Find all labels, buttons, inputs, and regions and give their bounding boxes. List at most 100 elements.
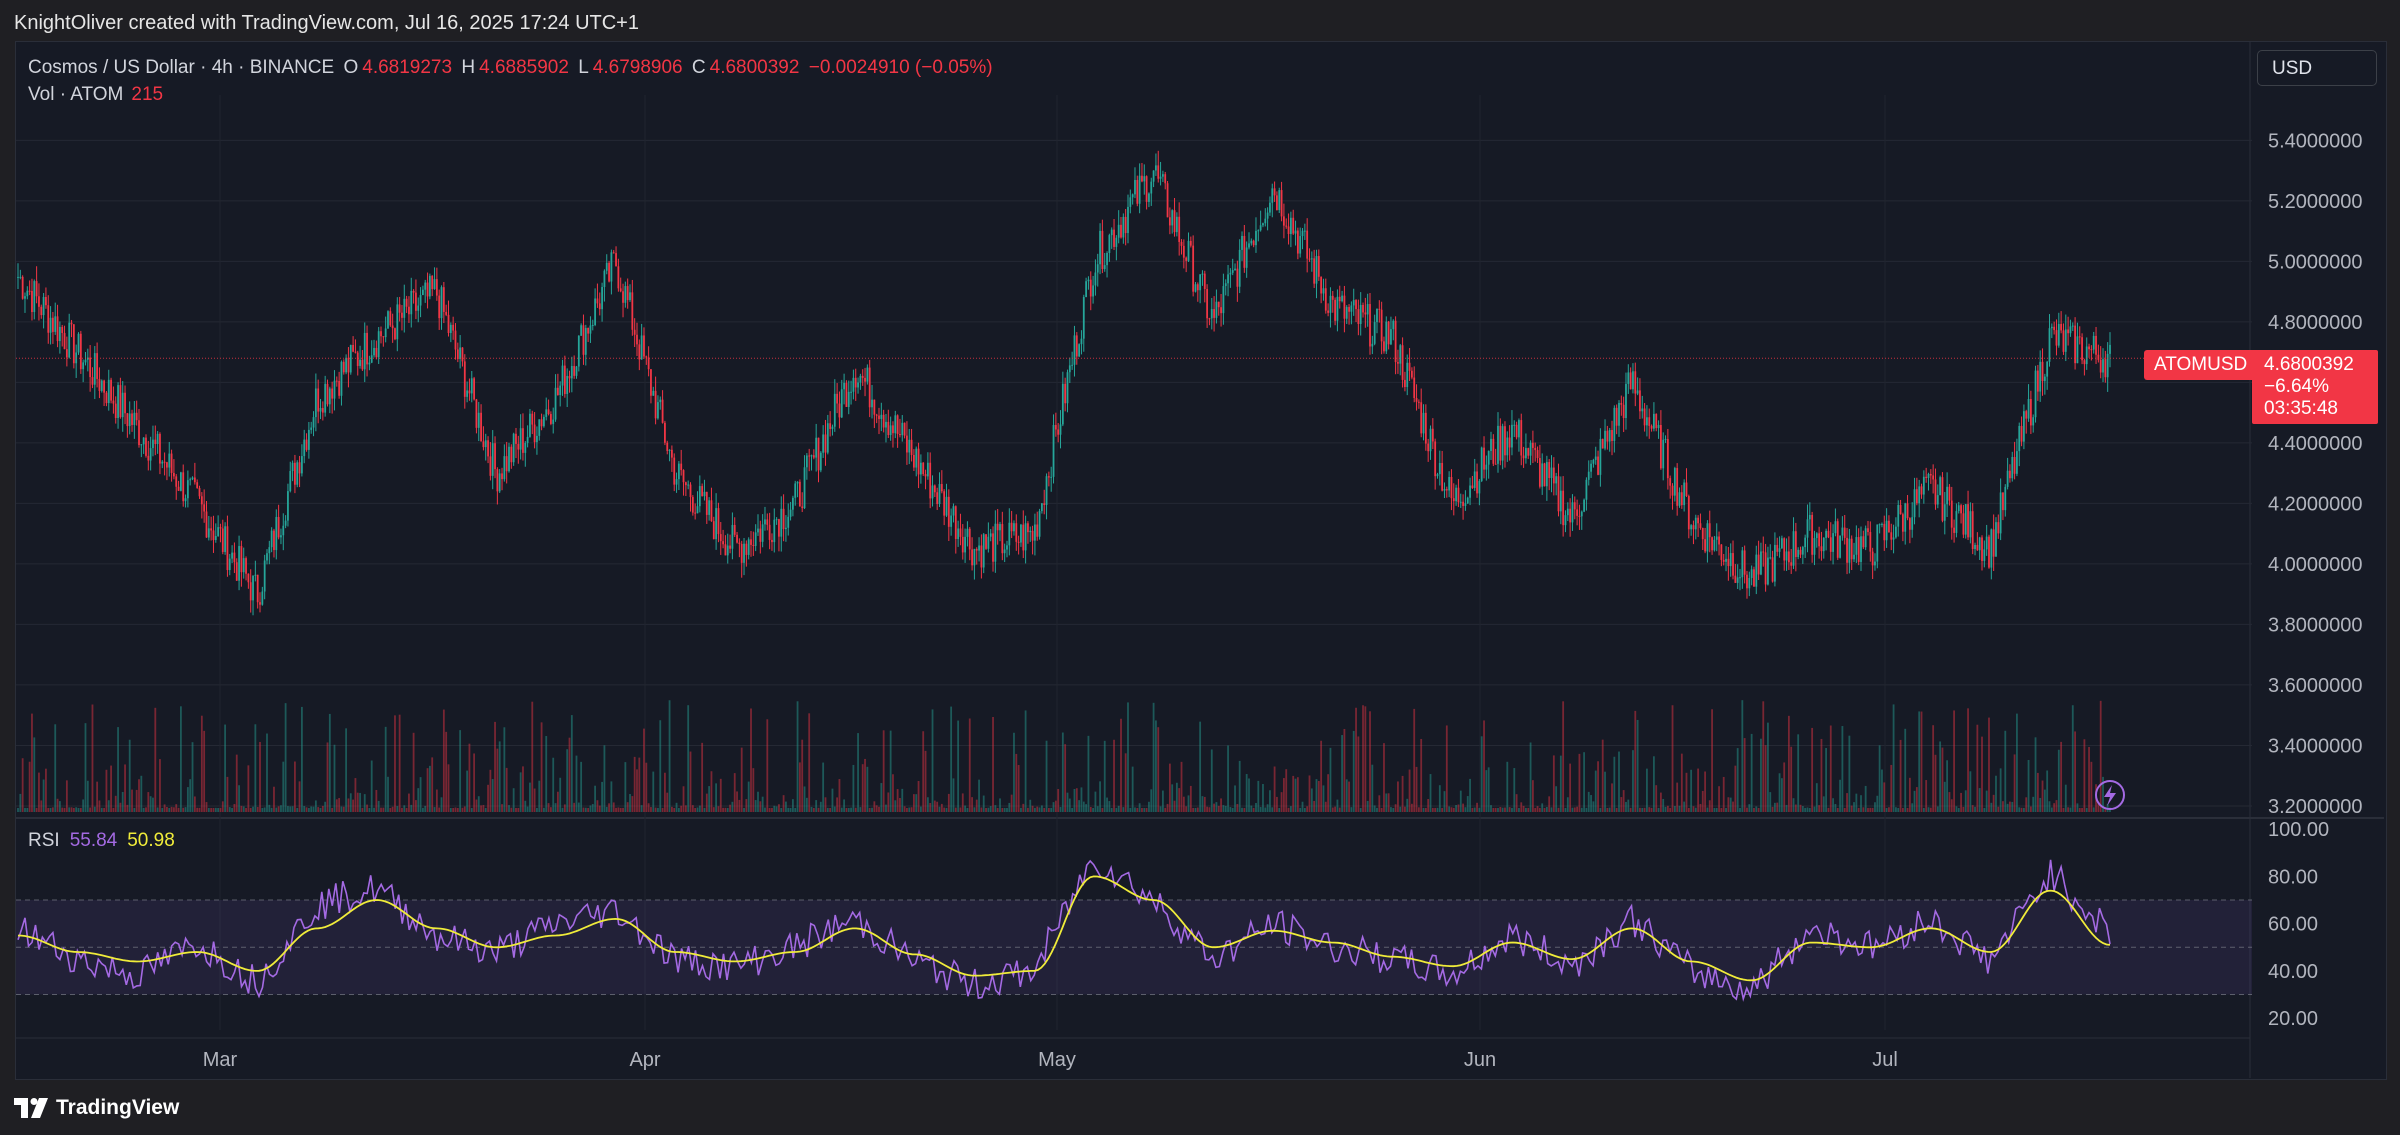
- candle-body: [2092, 335, 2095, 350]
- candle-body: [189, 479, 192, 481]
- candle-body: [1753, 569, 1755, 587]
- volume-bar: [361, 807, 364, 812]
- candle-body: [498, 473, 501, 492]
- candle-body: [908, 439, 911, 453]
- currency-button[interactable]: USD: [2257, 50, 2377, 86]
- candle-body: [1699, 523, 1702, 529]
- volume-bar: [182, 807, 185, 812]
- volume-bar: [1538, 808, 1541, 812]
- candle-body: [1171, 210, 1174, 226]
- volume-bar: [624, 762, 627, 812]
- candle-body: [1448, 476, 1451, 491]
- candle-body: [815, 437, 818, 458]
- symbol-title[interactable]: Cosmos / US Dollar · 4h · BINANCE: [28, 57, 335, 78]
- candle-body: [980, 545, 983, 568]
- candle-body: [1701, 528, 1704, 540]
- candle-body: [1045, 476, 1048, 505]
- candle-body: [1431, 428, 1434, 442]
- volume-bar: [545, 736, 548, 812]
- volume-label[interactable]: Vol · ATOM: [28, 84, 124, 105]
- volume-bar: [1404, 806, 1406, 812]
- candle-body: [1625, 383, 1627, 419]
- candle-body: [1283, 216, 1285, 226]
- candle-body: [805, 455, 808, 468]
- candle-body: [424, 282, 427, 290]
- volume-bar: [470, 807, 473, 812]
- candle-body: [1252, 240, 1255, 246]
- volume-bar: [1445, 725, 1448, 812]
- candle-body: [1776, 544, 1779, 552]
- candle-body: [2034, 370, 2037, 418]
- candle-body: [1452, 498, 1455, 502]
- volume-bar: [1178, 788, 1181, 812]
- candle-body: [191, 477, 194, 480]
- time-tick-label: Jul: [1872, 1049, 1898, 1071]
- candle-body: [1976, 544, 1979, 551]
- volume-bar: [1099, 781, 1101, 812]
- volume-bar: [940, 803, 943, 812]
- volume-bar: [882, 730, 885, 812]
- candle-body: [1597, 456, 1599, 475]
- volume-bar: [238, 785, 240, 812]
- candle-body: [1790, 562, 1793, 566]
- volume-bar: [1776, 802, 1779, 812]
- volume-bar: [601, 781, 603, 812]
- volume-bar: [738, 799, 741, 812]
- candle-body: [864, 377, 866, 382]
- tradingview-logo[interactable]: TradingView: [14, 1096, 179, 1120]
- volume-bar: [1897, 807, 1900, 812]
- volume-bar: [1890, 764, 1893, 812]
- volume-bar: [1650, 807, 1653, 812]
- candle-body: [857, 382, 859, 388]
- volume-bar: [1096, 806, 1099, 812]
- bottom-bar: TradingView: [0, 1086, 2400, 1135]
- candle-body: [1599, 438, 1602, 475]
- volume-bar: [512, 788, 515, 812]
- volume-bar: [368, 808, 371, 812]
- volume-bar: [1471, 807, 1474, 812]
- candle-body: [68, 322, 71, 358]
- volume-bar: [1476, 802, 1478, 812]
- candle-body: [698, 486, 701, 507]
- volume-bar: [1657, 807, 1660, 812]
- candle-body: [1922, 476, 1925, 495]
- volume-bar: [568, 737, 571, 812]
- candle-body: [712, 521, 715, 540]
- volume-bar: [687, 705, 690, 812]
- candle-body: [1399, 345, 1402, 364]
- volume-bar: [1059, 807, 1062, 812]
- candle-body: [717, 508, 720, 535]
- candle-body: [1839, 535, 1841, 558]
- tradingview-wordmark: TradingView: [56, 1096, 180, 1119]
- volume-bar: [1362, 705, 1364, 812]
- candle-body: [910, 439, 913, 455]
- candle-body: [1525, 448, 1527, 459]
- volume-bar: [1820, 738, 1823, 812]
- candle-body: [682, 470, 685, 483]
- volume-bar: [1936, 806, 1939, 812]
- rsi-label[interactable]: RSI: [28, 830, 60, 851]
- candle-body: [1459, 501, 1462, 503]
- candle-body: [403, 298, 406, 318]
- volume-bar: [594, 785, 597, 812]
- candle-body: [1874, 561, 1876, 566]
- candle-body: [1936, 495, 1939, 505]
- candle-body: [1473, 471, 1476, 488]
- candle-body: [1559, 490, 1562, 512]
- candle-body: [228, 558, 231, 571]
- volume-bar: [1711, 709, 1713, 812]
- volume-bar: [549, 807, 552, 812]
- volume-bar: [1988, 717, 1990, 812]
- candle-body: [2067, 329, 2070, 334]
- candle-body: [1362, 304, 1364, 313]
- volume-bar: [72, 807, 75, 812]
- volume-bar: [1087, 735, 1090, 812]
- volume-bar: [631, 796, 634, 812]
- volume-bar: [1061, 732, 1064, 812]
- volume-bar: [1208, 807, 1211, 812]
- volume-bar: [17, 807, 19, 812]
- volume-bar: [391, 806, 394, 812]
- candle-body: [1601, 438, 1604, 449]
- candle-body: [435, 279, 438, 296]
